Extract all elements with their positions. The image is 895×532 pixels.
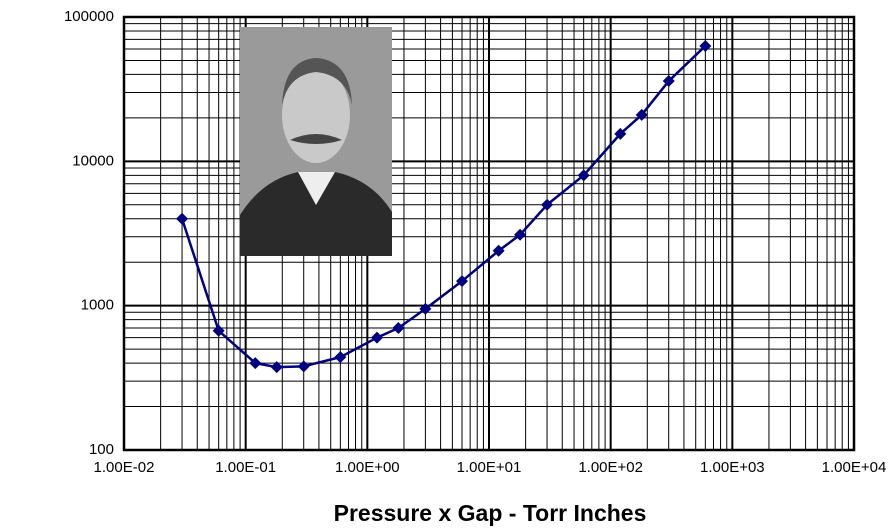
y-tick-label: 100: [89, 441, 114, 458]
data-point: [176, 213, 188, 225]
x-tick-label: 1.00E+03: [700, 459, 765, 476]
data-point: [371, 332, 383, 344]
y-tick-label: 100000: [64, 8, 114, 25]
data-point: [334, 351, 346, 363]
x-tick-label: 1.00E-02: [94, 459, 155, 476]
portrait-photo: [240, 27, 392, 256]
x-tick-label: 1.00E+02: [578, 459, 643, 476]
x-axis-label: Pressure x Gap - Torr Inches: [334, 500, 647, 526]
x-tick-label: 1.00E+04: [822, 459, 887, 476]
chart: Pressure x Gap - Torr Inches 1.00E-02 1.0…: [0, 0, 895, 532]
grid: [124, 17, 854, 450]
data-point: [298, 360, 310, 372]
x-tick-label: 1.00E+00: [335, 459, 400, 476]
y-tick-label: 10000: [72, 152, 114, 169]
x-tick-label: 1.00E-01: [215, 459, 276, 476]
y-tick-label: 1000: [81, 297, 114, 314]
x-tick-label: 1.00E+01: [457, 459, 522, 476]
